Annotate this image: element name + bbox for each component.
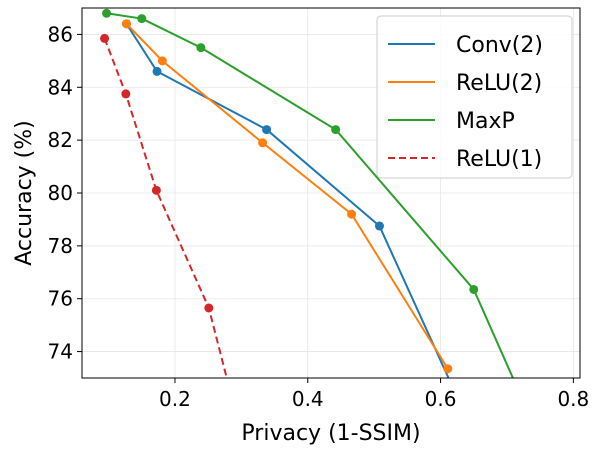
y-tick-label: 84 (48, 75, 73, 99)
x-tick-label: 0.4 (292, 387, 324, 411)
data-point (469, 284, 479, 294)
y-tick-label: 78 (48, 234, 73, 258)
data-point (121, 19, 131, 29)
legend-label: ReLU(1) (456, 147, 542, 172)
data-point (374, 221, 384, 231)
y-tick-label: 76 (48, 287, 73, 311)
data-point (137, 14, 147, 24)
x-tick-label: 0.2 (159, 387, 191, 411)
series-layer (100, 8, 514, 378)
series-maxp (102, 8, 514, 378)
legend-box (376, 15, 573, 179)
data-point (157, 56, 167, 66)
y-tick-label: 82 (48, 128, 73, 152)
legend: Conv(2) ReLU(2) MaxP ReLU(1) (376, 15, 573, 179)
data-point (102, 8, 112, 18)
legend-item: Conv(2) (388, 33, 543, 58)
y-tick-label: 86 (48, 22, 73, 46)
legend-label: Conv(2) (456, 33, 543, 58)
legend-item: ReLU(1) (388, 147, 542, 172)
legend-label: ReLU(2) (456, 71, 542, 96)
axis-ticks: 0.2 0.4 0.6 0.8 74 76 78 80 82 84 86 (48, 22, 590, 411)
series-relu-1 (100, 33, 228, 378)
data-point (100, 33, 110, 43)
y-axis-label: Accuracy (%) (12, 120, 37, 266)
data-point (204, 303, 214, 313)
data-point (152, 66, 162, 76)
data-point (443, 364, 453, 374)
data-point (331, 125, 341, 135)
legend-label: MaxP (456, 109, 515, 134)
x-tick-label: 0.6 (425, 387, 457, 411)
data-point (347, 209, 357, 219)
series-line-maxp (106, 12, 514, 378)
data-point (121, 89, 131, 99)
legend-item: MaxP (388, 109, 515, 134)
data-point (196, 43, 206, 53)
data-point (258, 138, 268, 148)
legend-item: ReLU(2) (388, 71, 542, 96)
x-axis-label: Privacy (1-SSIM) (241, 421, 420, 446)
series-relu-2 (121, 19, 453, 374)
data-point (262, 125, 272, 135)
y-tick-label: 80 (48, 181, 73, 205)
y-tick-label: 74 (48, 340, 73, 364)
data-point (151, 185, 161, 195)
x-tick-label: 0.8 (557, 387, 589, 411)
